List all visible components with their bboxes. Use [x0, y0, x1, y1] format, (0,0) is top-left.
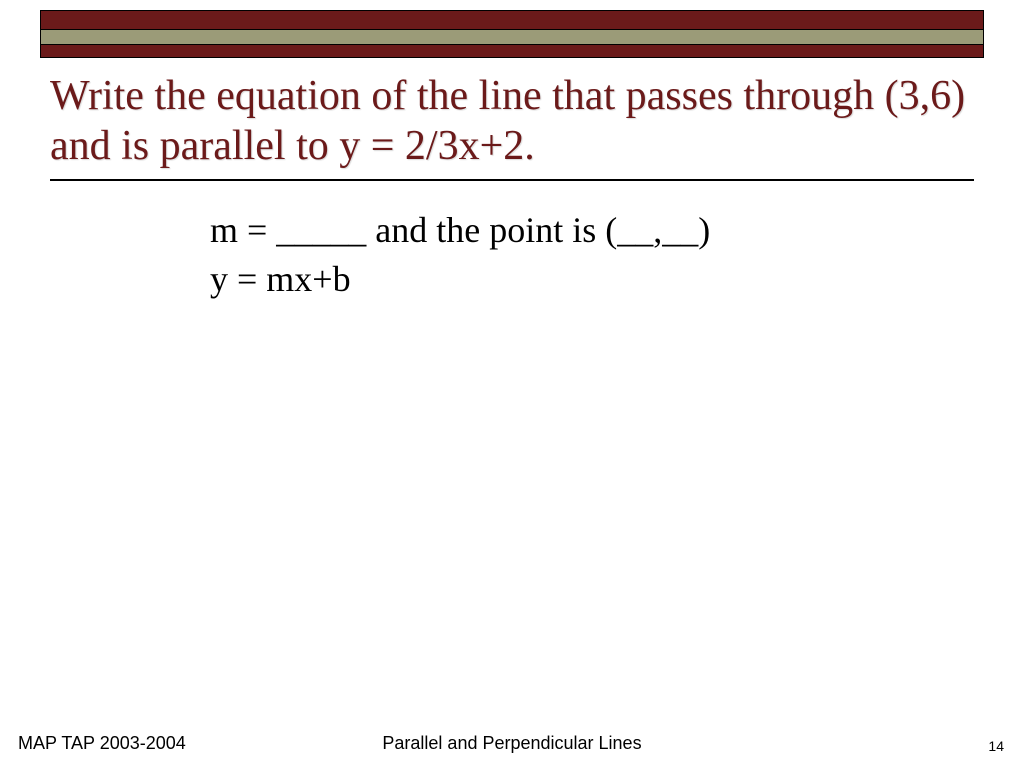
slide-title: Write the equation of the line that pass… — [50, 72, 974, 171]
body-line-1: m = _____ and the point is (__,__) — [210, 206, 964, 255]
footer-page-number: 14 — [988, 738, 1004, 754]
header-bars — [40, 10, 984, 58]
header-bar-maroon-bottom — [40, 44, 984, 58]
title-underline — [50, 179, 974, 181]
footer-center: Parallel and Perpendicular Lines — [0, 733, 1024, 754]
header-bar-olive — [40, 29, 984, 45]
header-bar-maroon-top — [40, 10, 984, 30]
slide-title-block: Write the equation of the line that pass… — [50, 72, 974, 181]
body-line-2: y = mx+b — [210, 255, 964, 304]
slide-body: m = _____ and the point is (__,__) y = m… — [210, 206, 964, 303]
